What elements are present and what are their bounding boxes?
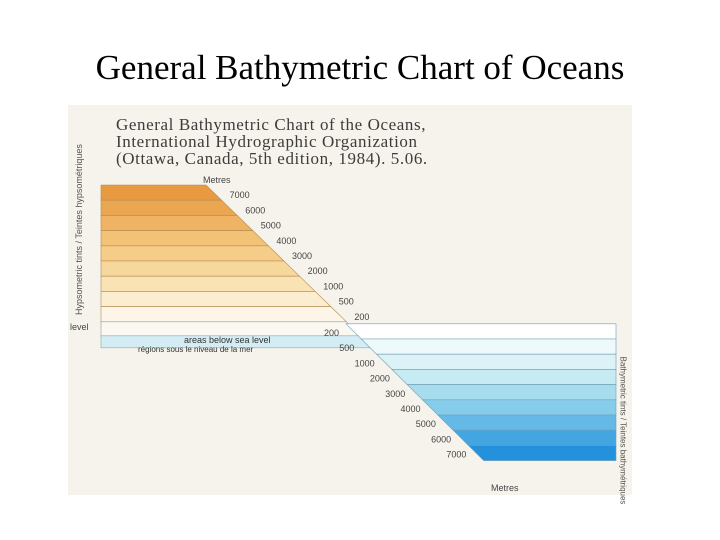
elevation-tick-3: 4000 <box>276 236 296 246</box>
elevation-tick-8: 200 <box>354 312 369 322</box>
depth-tick-3: 2000 <box>370 374 390 384</box>
depth-tick-8: 7000 <box>446 450 466 460</box>
scan-heading-line-3: (Ottawa, Canada, 5th edition, 1984). 5.0… <box>116 149 428 168</box>
depth-band-3 <box>391 369 617 385</box>
depth-tick-1: 500 <box>339 343 354 353</box>
sea-level-band <box>100 321 362 337</box>
elevation-band-1 <box>100 199 238 216</box>
depth-tick-0: 200 <box>324 328 339 338</box>
depth-tick-7: 6000 <box>431 434 451 444</box>
depth-band-1 <box>360 338 617 355</box>
depth-unit-label: Metres <box>491 483 519 493</box>
scan-heading-line-2: International Hydrographic Organization <box>116 132 418 151</box>
elevation-band-5 <box>100 260 301 277</box>
depth-band-8 <box>467 445 617 461</box>
depth-band-7 <box>452 429 617 446</box>
tint-legend-graphic: 7000600050004000300020001000500200200500… <box>70 175 617 493</box>
slide-title: General Bathymetric Chart of Oceans <box>95 48 625 87</box>
elevation-tick-4: 3000 <box>292 251 312 261</box>
depth-tick-2: 1000 <box>355 358 375 368</box>
bathymetric-legend-scan: General Bathymetric Chart of the Oceans,… <box>68 105 632 504</box>
elevation-band-0 <box>100 184 223 201</box>
depth-band-5 <box>421 399 617 416</box>
elevation-tick-1: 6000 <box>245 205 265 215</box>
elevation-band-8 <box>100 306 348 323</box>
elevation-tick-7: 500 <box>339 297 354 307</box>
depth-band-0 <box>345 323 617 340</box>
depth-tick-4: 3000 <box>385 389 405 399</box>
elevation-band-6 <box>100 275 316 292</box>
depth-band-6 <box>437 414 617 431</box>
depth-tick-6: 5000 <box>416 419 436 429</box>
elevation-tick-5: 2000 <box>308 266 328 276</box>
depth-band-4 <box>406 384 617 401</box>
elevation-band-4 <box>100 245 285 262</box>
elevation-band-2 <box>100 215 254 231</box>
elevation-unit-label: Metres <box>203 175 231 185</box>
elevation-band-7 <box>100 291 332 307</box>
elevation-band-3 <box>100 230 270 247</box>
depth-tick-5: 4000 <box>401 404 421 414</box>
below-sea-level-label-2: régions sous le niveau de la mer <box>138 345 254 354</box>
depth-band-2 <box>375 353 617 370</box>
scan-heading-line-1: General Bathymetric Chart of the Oceans, <box>116 115 427 134</box>
elevation-tick-0: 7000 <box>230 190 250 200</box>
below-sea-level-label-1: areas below sea level <box>184 335 271 345</box>
elevation-tick-6: 1000 <box>323 281 343 291</box>
level-label: level <box>70 322 89 332</box>
elevation-tick-2: 5000 <box>261 221 281 231</box>
